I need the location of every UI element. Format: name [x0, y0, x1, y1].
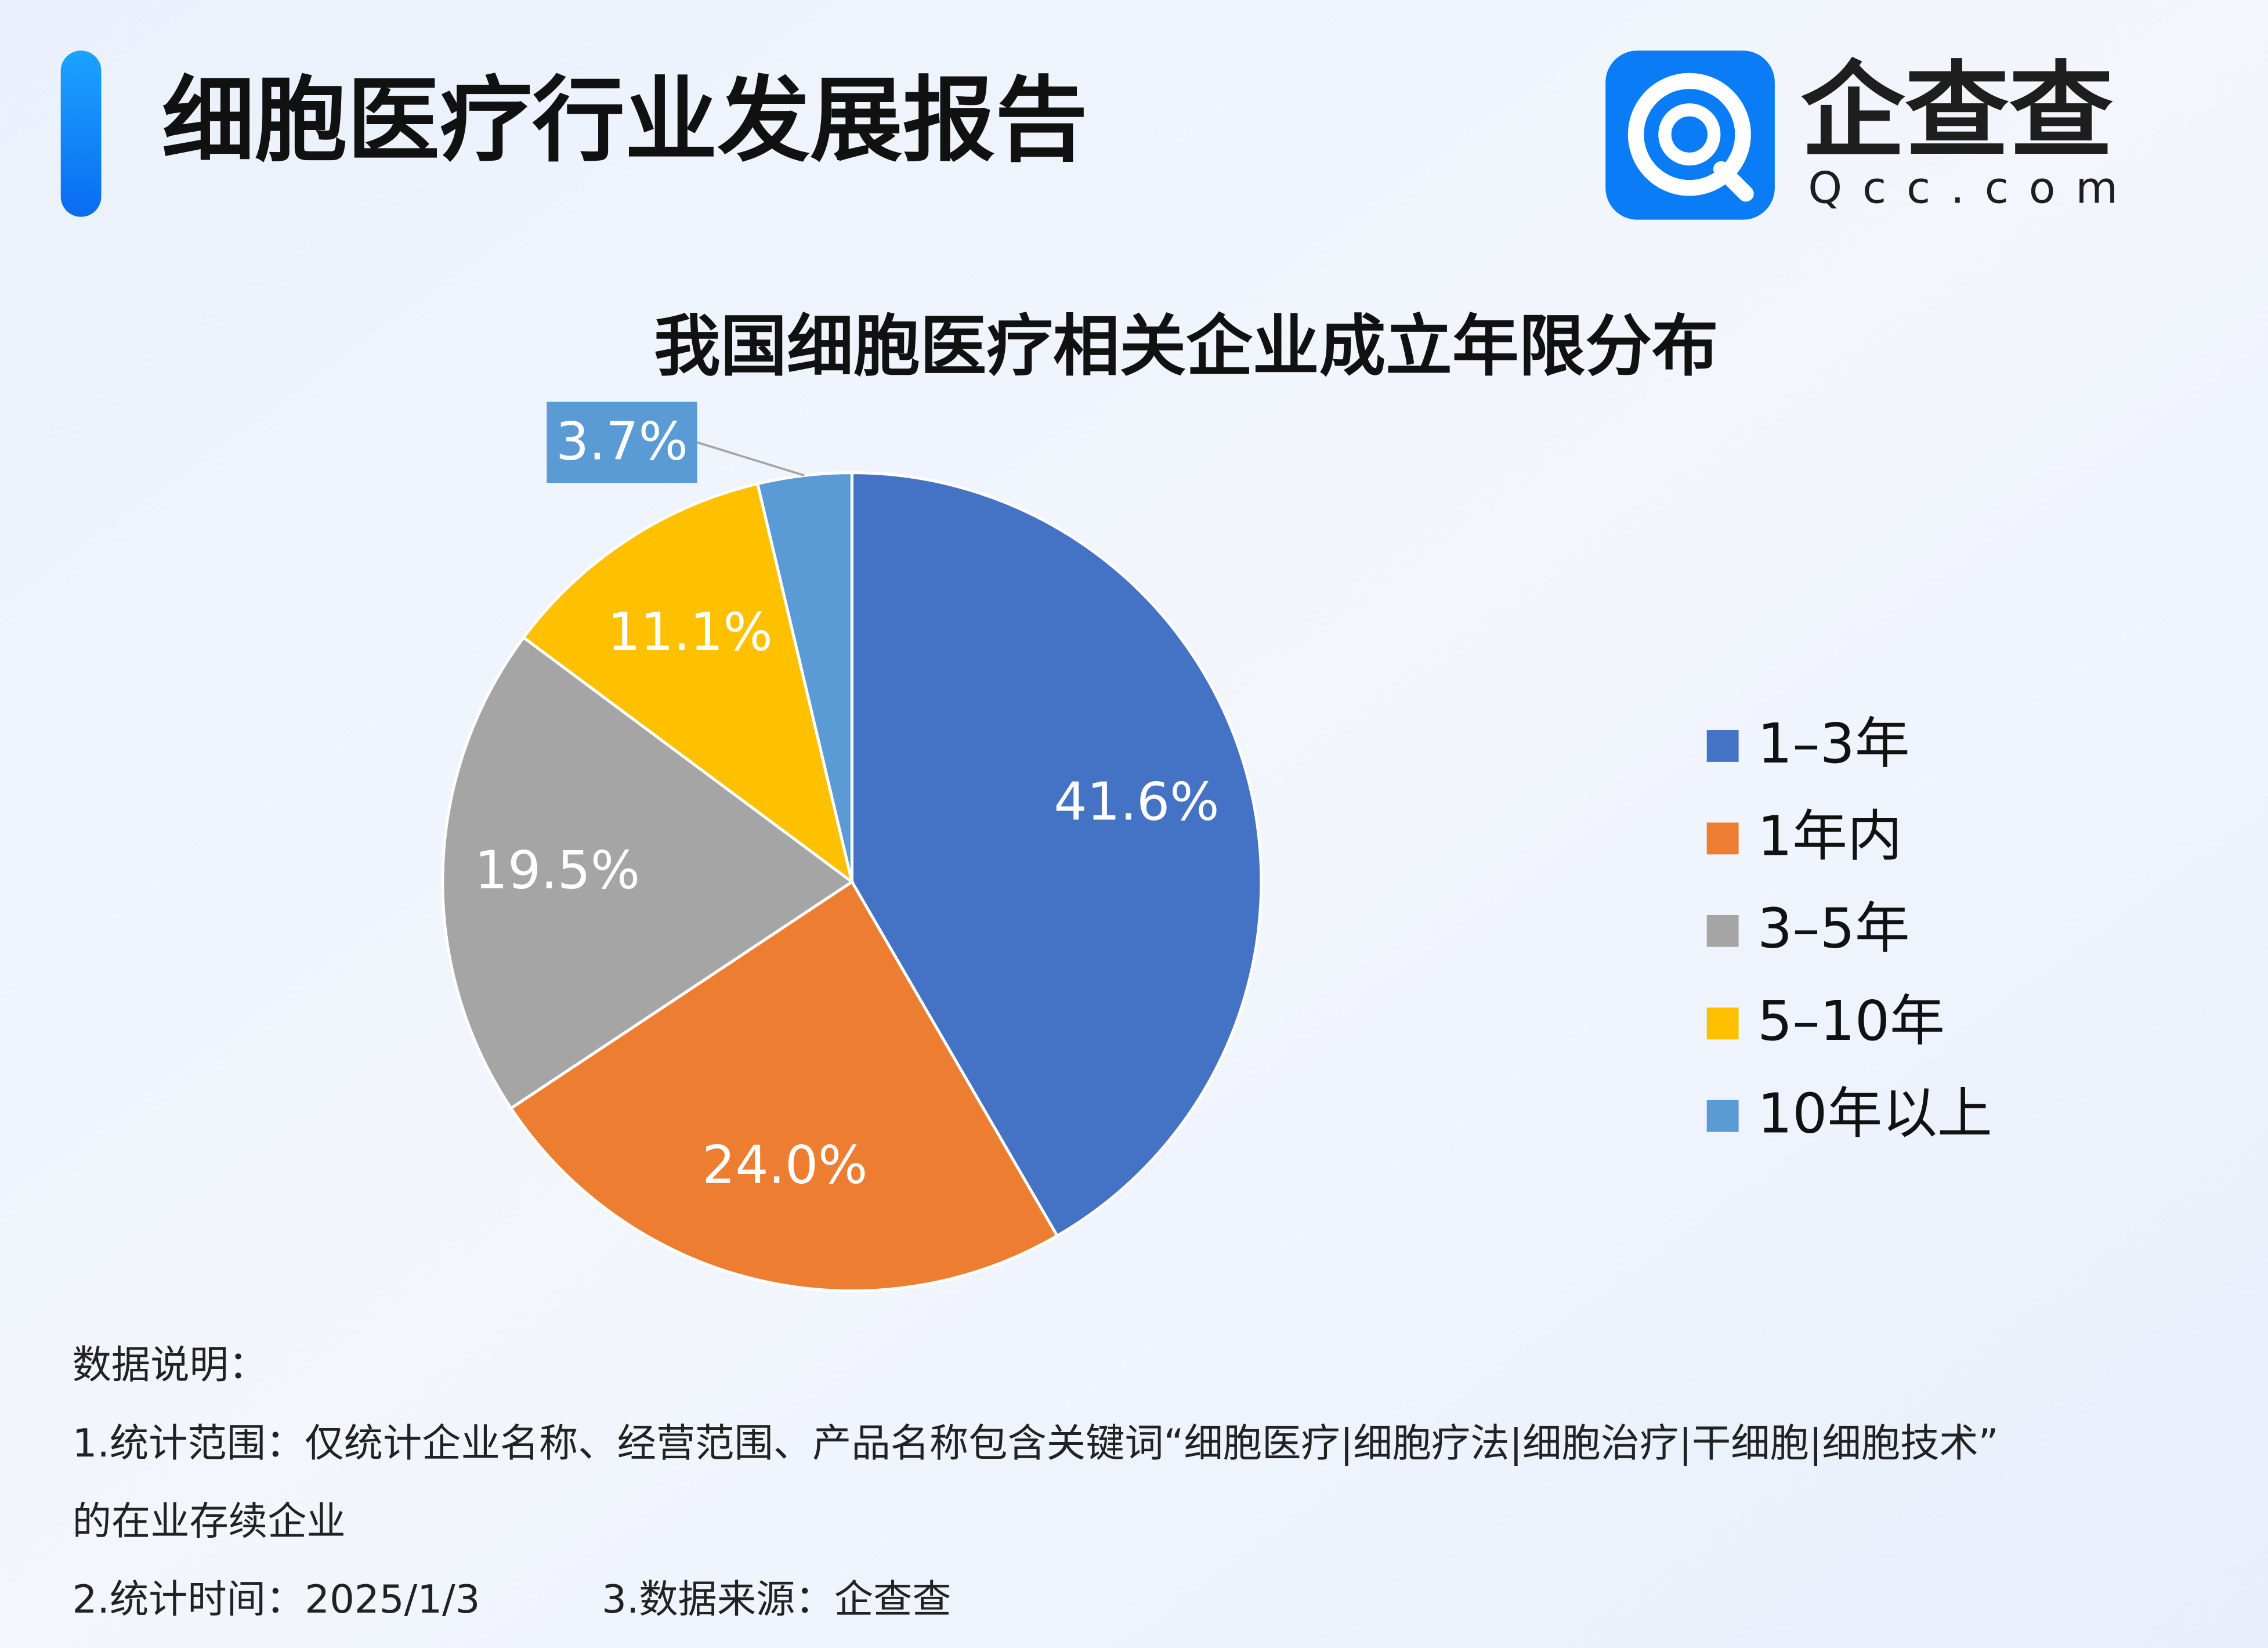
- note-text: 的在业存续企业: [73, 1498, 346, 1544]
- page-title: 细胞医疗行业发展报告: [162, 67, 1087, 175]
- chart-title: 我国细胞医疗相关企业成立年限分布: [654, 309, 1719, 386]
- title-accent: [60, 50, 102, 217]
- pie-slice: [850, 471, 1263, 1238]
- brand-url: Qcc.com: [1808, 162, 2138, 213]
- pie-slice: [509, 880, 1059, 1293]
- note-text: 1.统计范围：仅统计企业名称、经营范围、产品名称包含关键词“细胞医疗|细胞疗法|…: [73, 1421, 1999, 1466]
- legend-swatch: [1706, 915, 1739, 947]
- data-label: 41.6%: [1054, 772, 1219, 832]
- logo: 企查查 Qcc.com: [1605, 50, 2138, 220]
- logo-tail: [1713, 161, 1754, 202]
- notes: 数据说明： 1.统计范围：仅统计企业名称、经营范围、产品名称包含关键词“细胞医疗|…: [73, 1342, 1999, 1622]
- pie-slice: [441, 635, 855, 1111]
- legend-swatch: [1706, 1007, 1739, 1040]
- legend-label: 5–10年: [1757, 989, 1945, 1053]
- pie-slice: [521, 482, 855, 886]
- note-text: 数据说明：: [73, 1342, 267, 1387]
- pie: 41.6% 24.0% 19.5% 11.1% 3.7%: [441, 402, 1263, 1293]
- logo-ring: [1627, 73, 1751, 196]
- data-label: 19.5%: [475, 841, 640, 901]
- legend-swatch: [1706, 730, 1739, 762]
- legend-label: 10年以上: [1757, 1082, 1992, 1146]
- leader-line: [697, 441, 805, 477]
- legend-swatch: [1706, 822, 1739, 855]
- data-label: 24.0%: [702, 1135, 867, 1195]
- pie-slice: [755, 471, 853, 883]
- brand-name: 企查查: [1801, 51, 2113, 172]
- note-text: 2.统计时间：2025/1/3: [73, 1577, 480, 1622]
- legend-label: 1年内: [1757, 804, 1902, 868]
- legend-label: 3–5年: [1757, 897, 1910, 961]
- note-text: 3.数据来源：企查查: [602, 1577, 952, 1622]
- logo-inner: [1658, 103, 1721, 166]
- legend: 1–3年 1年内 3–5年 5–10年 10年以上: [1706, 712, 1992, 1146]
- legend-swatch: [1706, 1100, 1739, 1132]
- data-label-box: [547, 402, 697, 483]
- data-label: 3.7%: [556, 412, 688, 472]
- legend-label: 1–3年: [1757, 712, 1910, 776]
- data-label: 11.1%: [607, 602, 773, 663]
